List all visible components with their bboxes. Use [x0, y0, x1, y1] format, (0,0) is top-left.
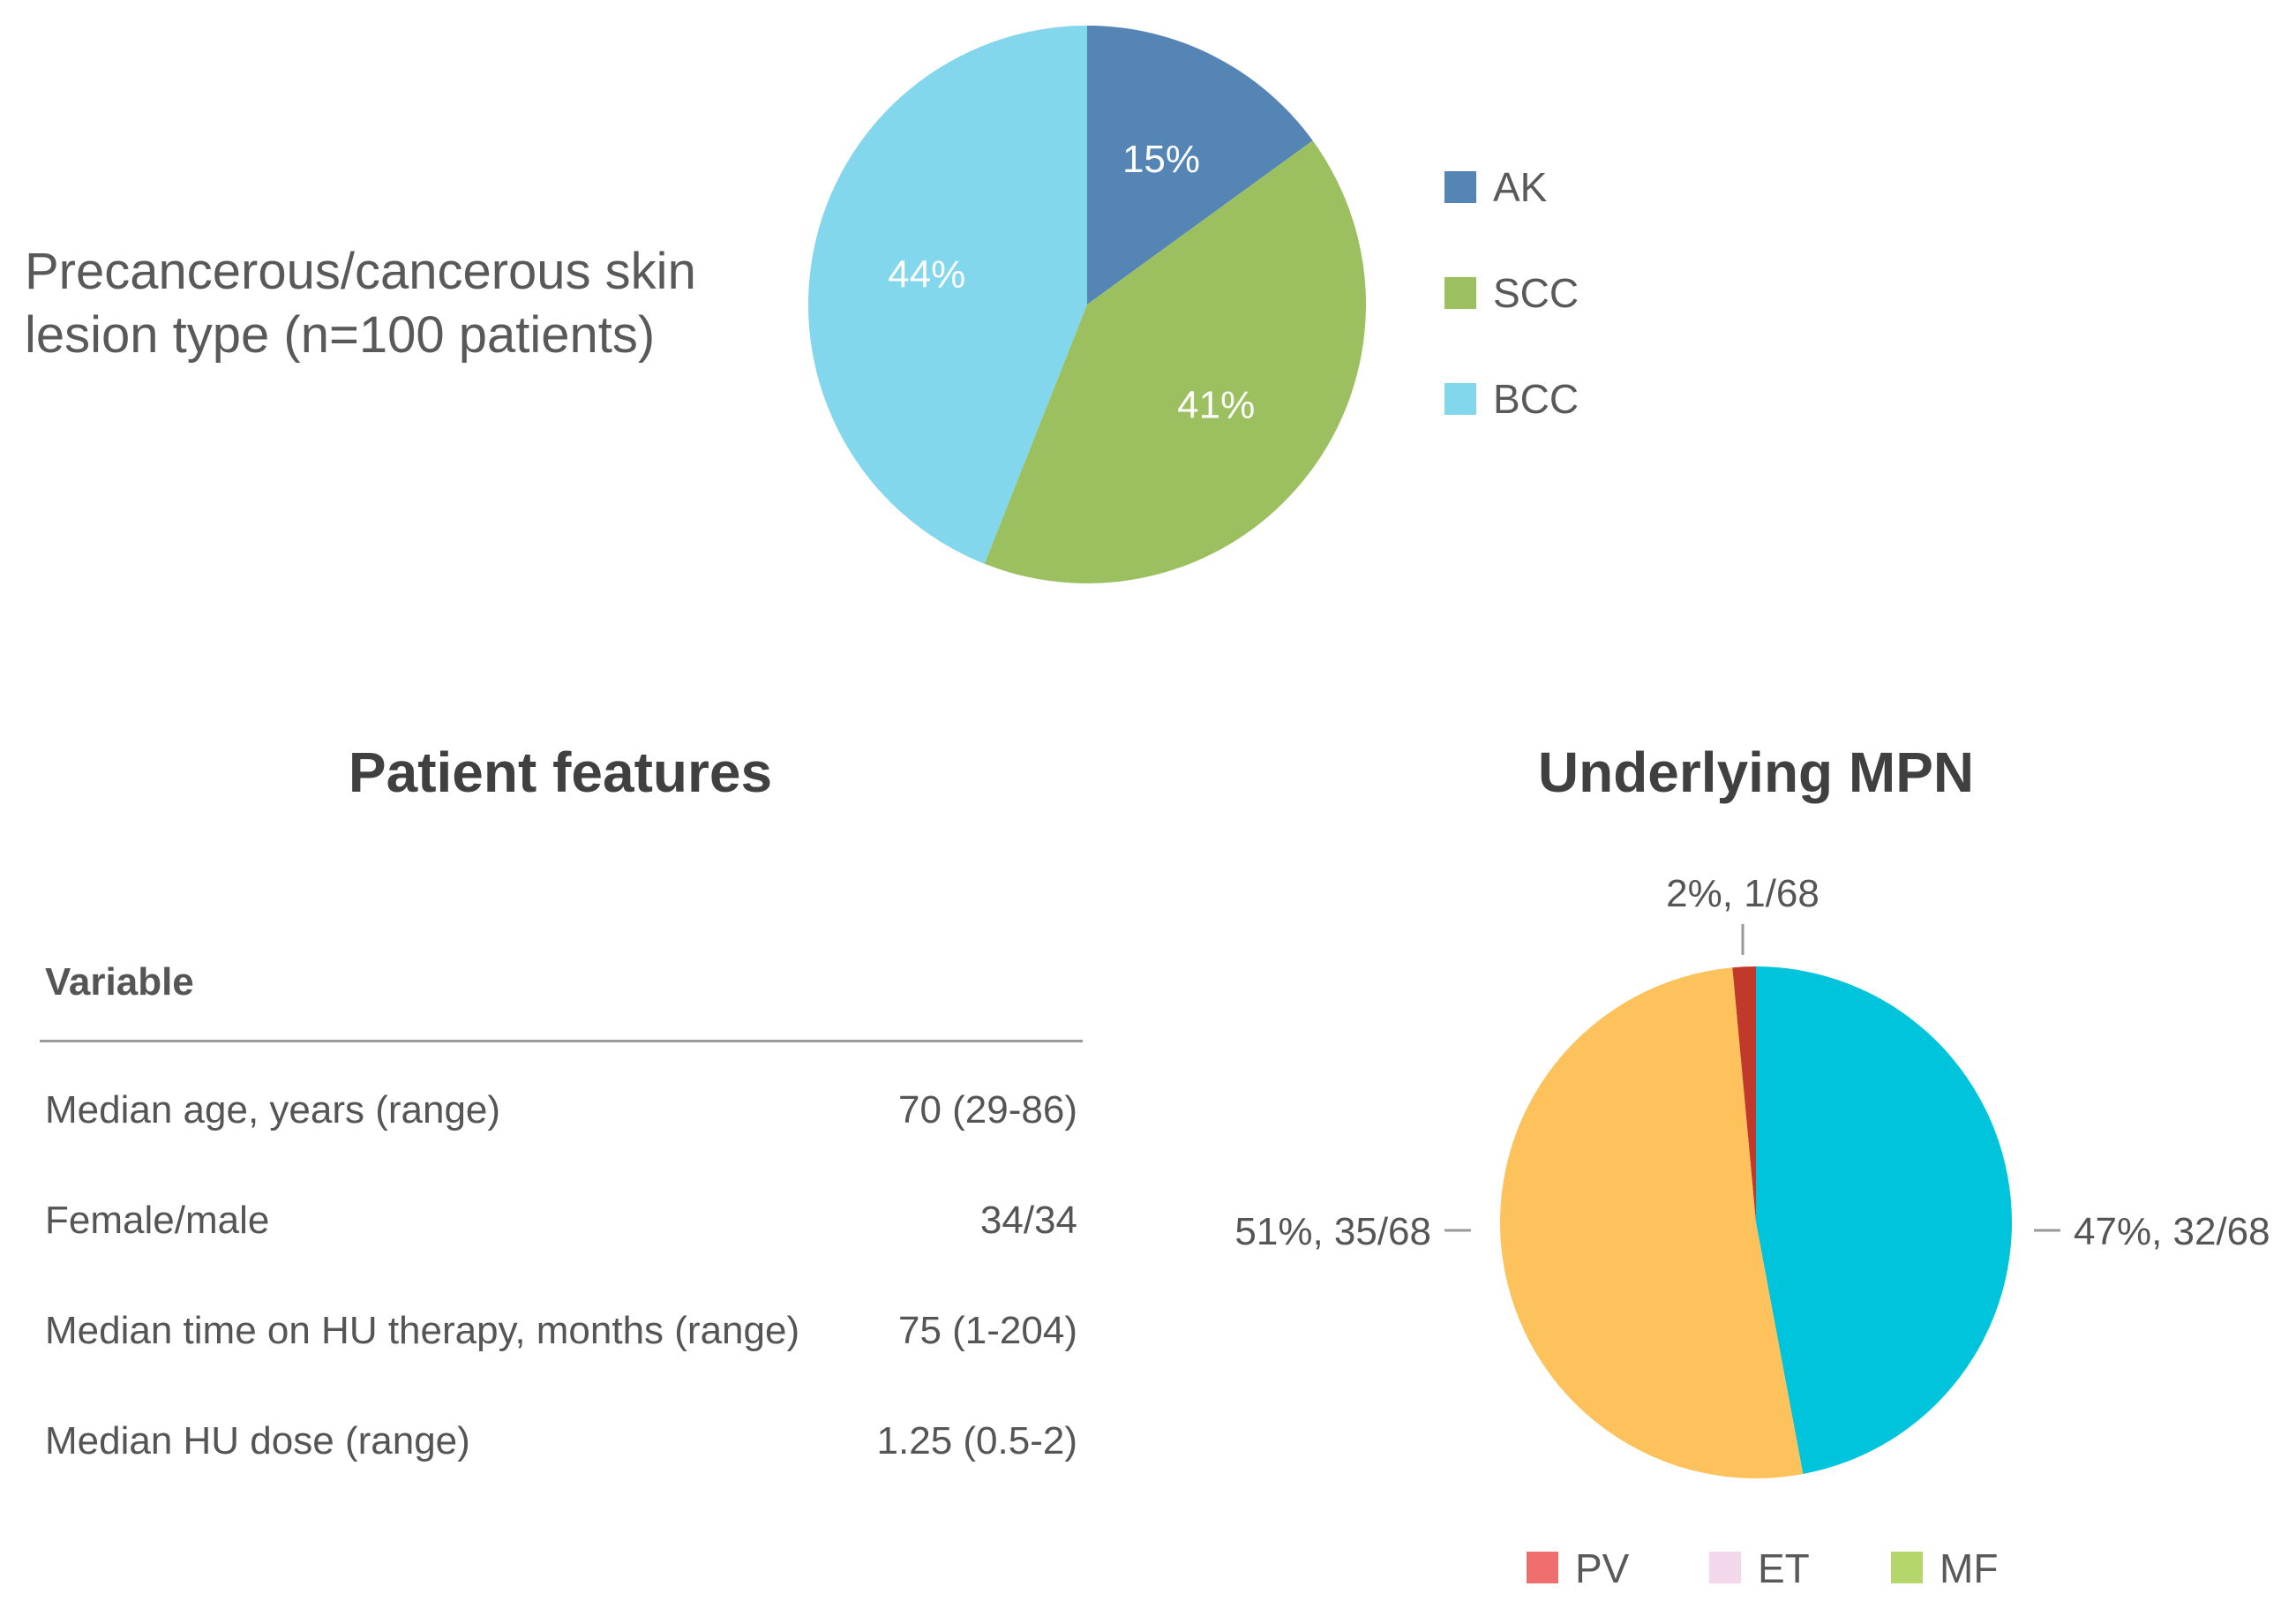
lesion-legend-swatch-scc	[1444, 277, 1476, 309]
lesion-label-scc: 41%	[1177, 383, 1255, 426]
row-label: Median time on HU therapy, months (range…	[45, 1308, 800, 1352]
mpn-slice-mf	[1732, 966, 1756, 1222]
lesion-pie: 15% 41% 44%	[808, 25, 1367, 584]
table-row: Median age, years (range) 70 (29-86)	[40, 1041, 1083, 1166]
table-row: Female/male 34/34	[40, 1165, 1083, 1275]
mpn-legend-label-et: ET	[1758, 1545, 1810, 1591]
lesion-legend-label-bcc: BCC	[1493, 376, 1579, 422]
row-value: 1.25 (0.5-2)	[876, 1418, 1077, 1462]
mpn-chart-title: Underlying MPN	[1537, 741, 1975, 804]
lesion-legend: AK SCC BCC	[1444, 164, 1579, 422]
lesion-chart-title: Precancerous/cancerous skin lesion type …	[25, 240, 696, 367]
mpn-legend-label-mf: MF	[1940, 1545, 1998, 1591]
row-value: 75 (1-204)	[897, 1308, 1077, 1352]
table-row: Median HU dose (range) 1.25 (0.5-2)	[40, 1386, 1083, 1496]
mpn-slice-et	[1756, 966, 2013, 1475]
variable-header: Variable	[40, 944, 1083, 1042]
table-row: Median time on HU therapy, months (range…	[40, 1275, 1083, 1386]
row-value: 70 (29-86)	[897, 1087, 1077, 1132]
lesion-label-ak: 15%	[1122, 138, 1200, 181]
row-label: Female/male	[45, 1198, 270, 1242]
patient-features-title: Patient features	[348, 741, 773, 804]
mpn-pie	[1500, 966, 2013, 1478]
lesion-slice-bcc	[808, 25, 1087, 564]
mpn-legend-swatch-mf	[1891, 1552, 1923, 1583]
table-header-row: Variable	[40, 944, 1083, 1042]
mpn-slice-pv	[1500, 967, 1804, 1478]
row-label: Median HU dose (range)	[45, 1418, 470, 1462]
lesion-legend-label-scc: SCC	[1493, 270, 1579, 316]
lesion-label-bcc: 44%	[888, 252, 965, 296]
lesion-title-line-1: Precancerous/cancerous skin	[25, 243, 696, 300]
mpn-legend: PV ET MF	[1527, 1545, 1998, 1591]
lesion-slice-scc	[984, 140, 1367, 584]
lesion-legend-label-ak: AK	[1493, 164, 1548, 210]
lesion-legend-swatch-bcc	[1444, 383, 1476, 415]
mpn-legend-swatch-pv	[1527, 1552, 1558, 1583]
lesion-legend-swatch-ak	[1444, 171, 1476, 203]
mpn-annotation-pv: 51%, 35/68	[1234, 1210, 1431, 1253]
lesion-slice-ak	[1087, 26, 1313, 304]
patient-features-table: Variable Median age, years (range) 70 (2…	[40, 944, 1083, 1496]
mpn-annotation-et: 47%, 32/68	[2074, 1210, 2270, 1253]
mpn-annotation-mf: 2%, 1/68	[1666, 872, 1820, 915]
mpn-annotations: 2%, 1/68 47%, 32/68 51%, 35/68	[1234, 872, 2270, 1253]
row-label: Median age, years (range)	[45, 1087, 501, 1132]
mpn-legend-label-pv: PV	[1575, 1545, 1630, 1591]
row-value: 34/34	[979, 1198, 1077, 1242]
lesion-title-line-2: lesion type (n=100 patients)	[25, 306, 656, 364]
mpn-legend-swatch-et	[1709, 1552, 1741, 1583]
